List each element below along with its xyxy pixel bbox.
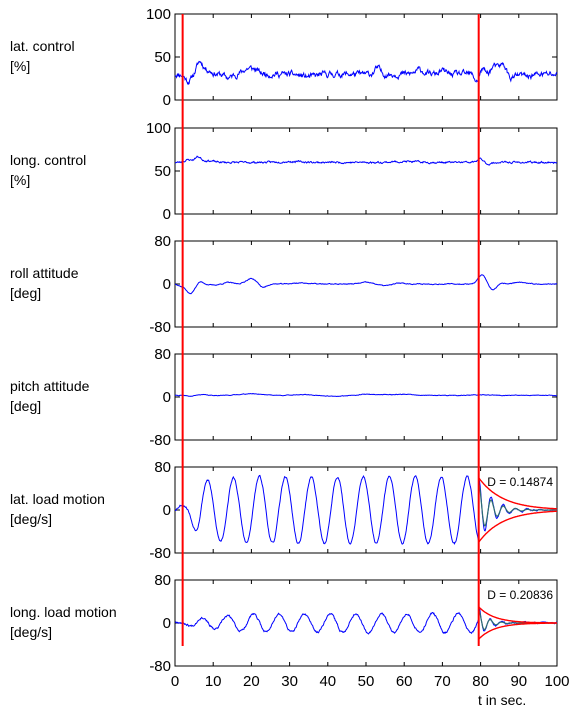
y-tick-label: 100 [146, 6, 171, 23]
row-label-unit: [deg/s] [10, 511, 53, 527]
row-label-name: lat. control [10, 38, 75, 54]
series-line-long-load-motion [175, 606, 558, 635]
row-label-name: lat. load motion [10, 491, 105, 507]
series-line-pitch-attitude [174, 392, 558, 398]
x-tick-label: 70 [434, 673, 451, 690]
y-tick-label: 0 [163, 276, 171, 293]
y-tick-label: 80 [154, 459, 171, 476]
x-tick-label: 10 [205, 673, 222, 690]
envelope-lower-lat-load-motion [478, 510, 557, 543]
row-label-long-control: long. control [%] [10, 150, 86, 190]
y-tick-label: -80 [149, 658, 171, 675]
x-tick-label: 30 [281, 673, 298, 690]
y-tick-label: 80 [154, 346, 171, 363]
row-label-unit: [%] [10, 58, 31, 74]
y-tick-label: 0 [163, 389, 171, 406]
panel-frame-pitch-attitude [174, 353, 558, 441]
panel-frame-lat-control [174, 13, 558, 101]
x-tick-label: 40 [319, 673, 336, 690]
series-line-lat-control [174, 60, 558, 86]
x-tick-label: 20 [243, 673, 260, 690]
y-tick-label: 0 [163, 502, 171, 519]
envelope-upper-lat-load-motion [478, 477, 557, 510]
y-tick-label: -80 [149, 545, 171, 562]
fit-curve-lat-load-motion [478, 484, 557, 527]
x-tick-label: 80 [472, 673, 489, 690]
y-tick-label: 0 [163, 615, 171, 632]
row-label-roll-attitude: roll attitude [deg] [10, 263, 78, 303]
envelope-upper-long-load-motion [478, 606, 557, 624]
x-tick-label: 0 [171, 673, 179, 690]
series-line-roll-attitude [175, 274, 558, 295]
row-label-pitch-attitude: pitch attitude [deg] [10, 376, 89, 416]
x-tick-label: 100 [544, 673, 569, 690]
y-tick-label: 50 [154, 49, 171, 66]
y-tick-label: -80 [149, 319, 171, 336]
x-tick-label: 60 [396, 673, 413, 690]
row-label-name: roll attitude [10, 265, 79, 281]
y-tick-label: 80 [154, 572, 171, 589]
y-tick-label: 0 [163, 206, 171, 223]
x-axis-label: t in sec. [478, 692, 527, 708]
fit-curve-long-load-motion [478, 609, 557, 631]
damping-annotation: D = 0.14874 [487, 475, 553, 489]
row-label-unit: [deg] [10, 285, 42, 301]
row-label-unit: [deg/s] [10, 624, 53, 640]
envelope-lower-long-load-motion [478, 622, 557, 640]
panel-frame-long-control [174, 127, 558, 215]
row-label-name: pitch attitude [10, 378, 90, 394]
row-label-lat-control: lat. control [%] [10, 36, 75, 76]
damping-annotation: D = 0.20836 [487, 588, 553, 602]
row-label-name: long. control [10, 152, 87, 168]
y-tick-label: 100 [146, 120, 171, 137]
row-label-name: long. load motion [10, 604, 117, 620]
row-label-lat-load-motion: lat. load motion [deg/s] [10, 489, 105, 529]
y-tick-label: 50 [154, 163, 171, 180]
y-tick-label: 0 [163, 92, 171, 109]
row-label-unit: [deg] [10, 398, 42, 414]
x-tick-label: 90 [510, 673, 527, 690]
x-tick-label: 50 [358, 673, 375, 690]
row-label-long-load-motion: long. load motion [deg/s] [10, 602, 117, 642]
row-label-unit: [%] [10, 172, 31, 188]
y-tick-label: 80 [154, 233, 171, 250]
series-line-long-control [174, 155, 558, 166]
y-tick-label: -80 [149, 432, 171, 449]
